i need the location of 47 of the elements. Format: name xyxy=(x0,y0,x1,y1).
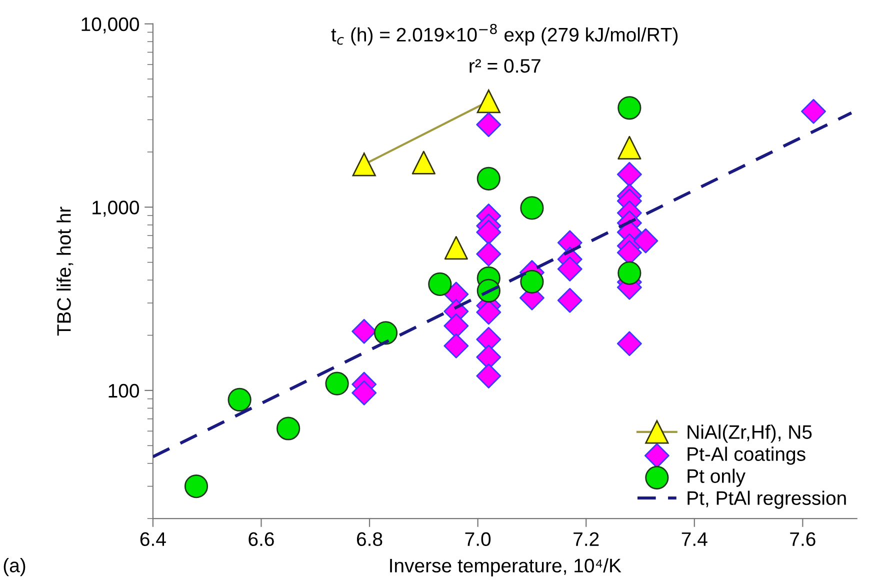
point xyxy=(352,152,376,176)
annotation: r² = 0.57 xyxy=(470,59,540,73)
annotation: t$_{c}$ (h) = 2.019×10$^{−8}$ exp (279 kJ/mol/RT) xyxy=(331,24,678,46)
point xyxy=(557,256,582,282)
point xyxy=(444,236,468,260)
point xyxy=(616,162,642,187)
point xyxy=(325,372,349,396)
legend-label: NiAl(Zr,Hf), N5 xyxy=(688,424,812,443)
x-tick-label: 7.4 xyxy=(682,532,708,546)
y-tick-label: 1,000 xyxy=(92,200,139,217)
point xyxy=(374,321,398,345)
point xyxy=(476,242,502,267)
point xyxy=(616,331,642,356)
point xyxy=(557,288,582,313)
point xyxy=(633,228,658,254)
point xyxy=(444,333,469,358)
point xyxy=(476,220,502,245)
point xyxy=(412,150,436,174)
legend-label: Pt, PtAl regression xyxy=(688,490,846,509)
y-tick-label: 10,000 xyxy=(82,17,139,34)
y-axis-title: TBC life, hot hr xyxy=(56,206,74,336)
legend-label: Pt-Al coatings xyxy=(688,446,806,465)
x-tick-label: 7.0 xyxy=(465,532,491,546)
x-tick-label: 7.2 xyxy=(574,532,599,546)
point xyxy=(476,112,502,138)
x-axis-title: Inverse temperature, 10⁴/K xyxy=(390,558,622,576)
x-tick-label: 6.8 xyxy=(357,532,382,546)
point xyxy=(520,196,544,220)
point xyxy=(618,136,642,160)
x-tick-label: 6.4 xyxy=(140,532,166,546)
point xyxy=(276,416,300,440)
point xyxy=(618,96,642,120)
point xyxy=(352,380,377,406)
point xyxy=(428,272,452,296)
point xyxy=(476,90,500,114)
x-tick-label: 6.6 xyxy=(248,532,274,546)
point xyxy=(801,98,826,124)
point xyxy=(184,474,208,498)
point xyxy=(352,318,377,344)
point xyxy=(476,363,502,388)
y-tick-label: 100 xyxy=(108,384,139,398)
legend-label: Pt only xyxy=(688,468,746,487)
x-tick-label: 7.6 xyxy=(790,532,816,546)
point xyxy=(520,270,544,294)
text: (a) xyxy=(4,558,26,576)
point xyxy=(476,166,500,190)
point xyxy=(228,388,252,412)
